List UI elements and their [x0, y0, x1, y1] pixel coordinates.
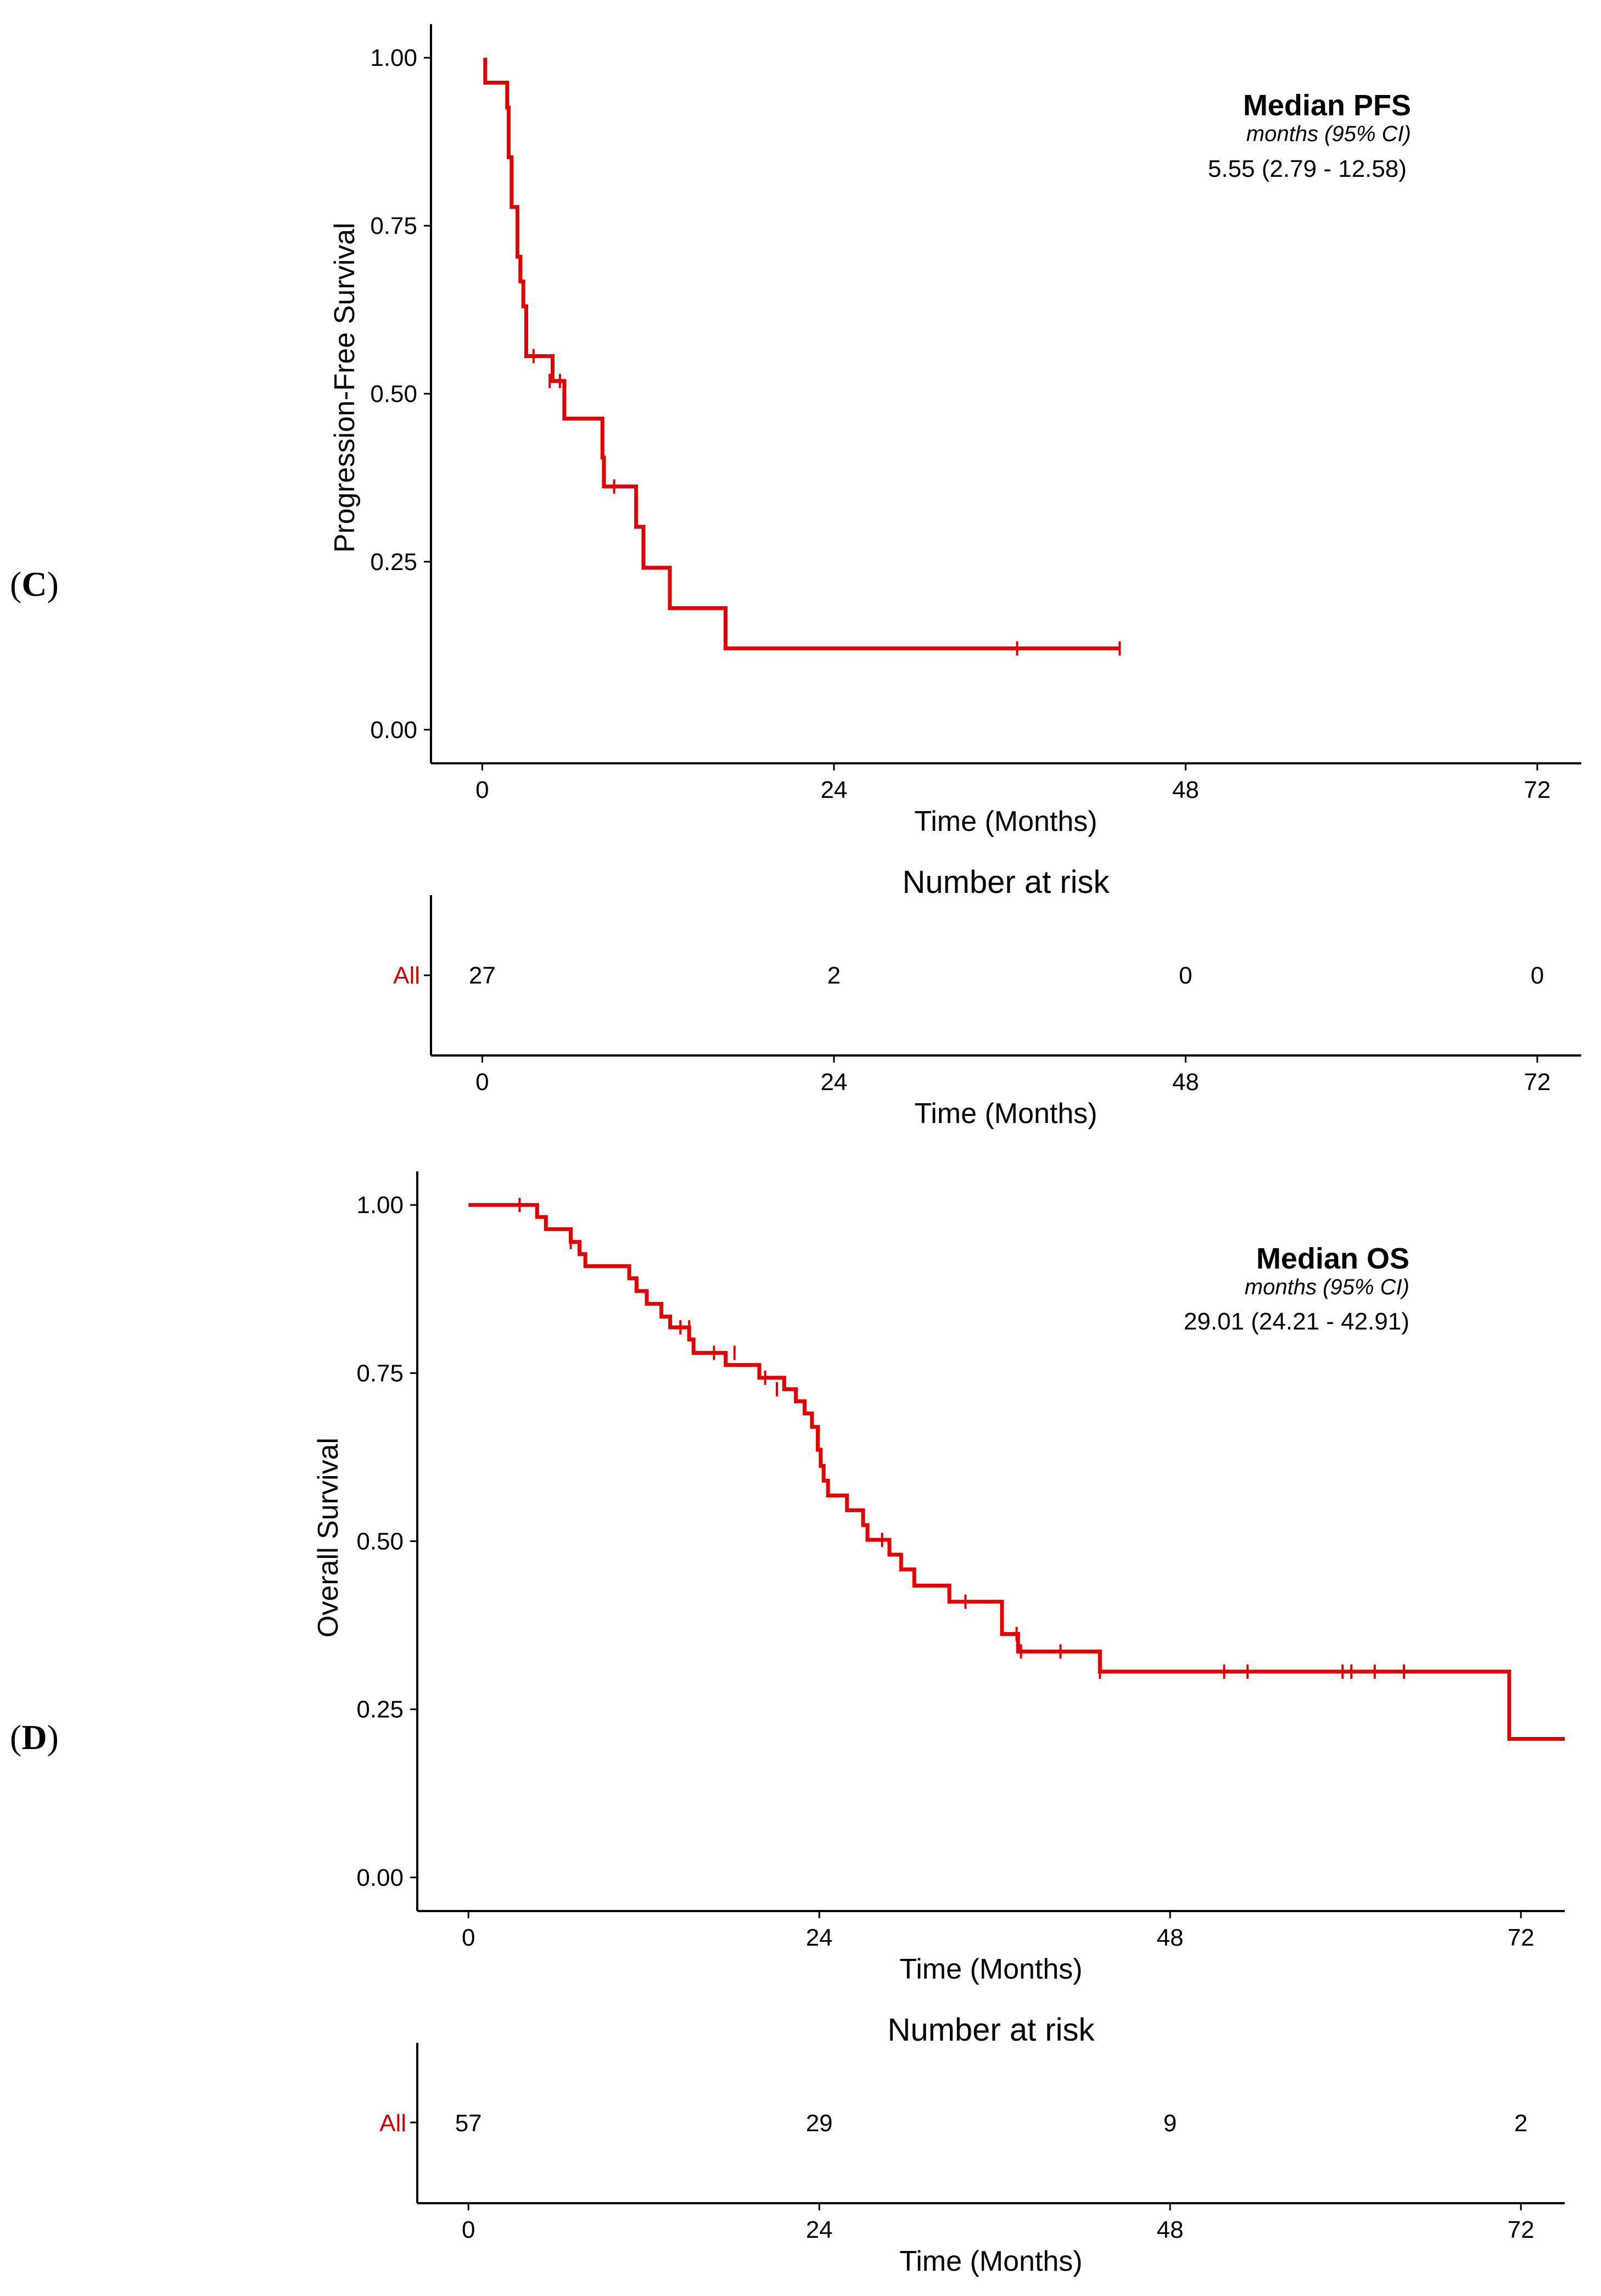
pfs-median-annotation: Median PFS months (95% CI) 5.55 (2.79 - … — [1208, 89, 1411, 182]
os-risk-title: Number at risk — [887, 2012, 1095, 2048]
panel-c: (C) 0 24 48 72 0.00 0.25 0.50 0.75 1.00 Progress… — [10, 24, 1581, 1130]
median-os-subtitle: months (95% CI) — [1245, 1275, 1409, 1299]
os-ticks: 0 24 48 72 0.00 0.25 0.50 0.75 1.00 — [356, 1192, 1534, 1951]
median-os-value: 29.01 (24.21 - 42.91) — [1184, 1308, 1409, 1335]
os-curve-group — [468, 1198, 1565, 1741]
os-x-tick-label: 24 — [806, 1924, 833, 1951]
pfs-risk-count: 2 — [827, 962, 841, 989]
pfs-y-tick-label: 1.00 — [370, 44, 417, 71]
os-y-tick-label: 0.25 — [356, 1696, 404, 1723]
pfs-risk-x-axis-title: Time (Months) — [914, 1098, 1097, 1130]
os-risk-counts: 57 29 9 2 — [455, 2110, 1528, 2137]
panel-c-label: (C) — [10, 565, 59, 604]
pfs-x-tick-label: 0 — [475, 776, 489, 803]
os-risk-count: 57 — [455, 2110, 482, 2137]
os-risk-x-tick-label: 0 — [462, 2216, 475, 2243]
os-risk-ticks: 0 24 48 72 — [462, 2203, 1535, 2243]
os-survival-curve — [468, 1203, 1565, 1741]
os-x-tick-label: 48 — [1157, 1924, 1184, 1951]
pfs-plot: 0 24 48 72 0.00 0.25 0.50 0.75 1.00 Progression-… — [329, 24, 1581, 837]
panel-d: (D) 0 24 48 72 0.00 0.25 0.50 0.75 1.00 Overall … — [10, 1171, 1565, 2277]
os-risk-x-tick-label: 48 — [1157, 2216, 1184, 2243]
median-pfs-value: 5.55 (2.79 - 12.58) — [1208, 155, 1407, 182]
pfs-y-tick-label: 0.25 — [370, 549, 417, 576]
pfs-risk-x-tick-label: 24 — [820, 1069, 847, 1096]
os-y-tick-label: 1.00 — [356, 1192, 404, 1219]
os-risk-x-tick-label: 24 — [806, 2216, 833, 2243]
os-y-tick-label: 0.75 — [356, 1360, 404, 1387]
os-risk-count: 2 — [1514, 2110, 1527, 2137]
pfs-y-tick-label: 0.75 — [370, 213, 417, 239]
pfs-risk-table: Number at risk All 27 2 0 0 0 24 48 72 Time (M… — [393, 864, 1581, 1130]
os-risk-strata-label: All — [379, 2110, 406, 2137]
pfs-risk-count: 27 — [469, 962, 496, 989]
pfs-curve-group — [483, 58, 1121, 656]
pfs-x-axis-title: Time (Months) — [914, 806, 1097, 837]
os-y-tick-label: 0.00 — [356, 1864, 404, 1891]
pfs-y-tick-label: 0.00 — [370, 717, 417, 744]
pfs-x-tick-label: 24 — [820, 776, 847, 803]
os-median-annotation: Median OS months (95% CI) 29.01 (24.21 -… — [1184, 1242, 1409, 1335]
os-risk-table: Number at risk All 57 29 9 2 0 24 48 72 Time (… — [379, 2012, 1565, 2277]
os-risk-count: 9 — [1163, 2110, 1177, 2137]
os-x-tick-label: 72 — [1508, 1924, 1535, 1951]
median-os-title: Median OS — [1256, 1242, 1409, 1275]
pfs-risk-count: 0 — [1531, 962, 1544, 989]
median-pfs-subtitle: months (95% CI) — [1246, 122, 1411, 146]
median-pfs-title: Median PFS — [1243, 89, 1411, 122]
pfs-x-tick-label: 72 — [1524, 776, 1550, 803]
os-risk-x-axis-title: Time (Months) — [899, 2245, 1082, 2277]
os-y-tick-label: 0.50 — [356, 1528, 404, 1555]
pfs-x-tick-label: 48 — [1172, 776, 1199, 803]
pfs-risk-x-tick-label: 0 — [475, 1069, 489, 1096]
pfs-risk-x-tick-label: 48 — [1172, 1069, 1199, 1096]
os-risk-count: 29 — [806, 2110, 833, 2137]
pfs-risk-strata-label: All — [393, 962, 420, 989]
pfs-ticks: 0 24 48 72 0.00 0.25 0.50 0.75 1.00 — [370, 44, 1550, 803]
os-risk-x-tick-label: 72 — [1508, 2216, 1535, 2243]
pfs-risk-counts: 27 2 0 0 — [469, 962, 1544, 989]
pfs-risk-x-tick-label: 72 — [1524, 1069, 1550, 1096]
pfs-survival-curve — [483, 58, 1120, 651]
pfs-risk-title: Number at risk — [902, 864, 1110, 900]
pfs-risk-count: 0 — [1179, 962, 1192, 989]
pfs-y-axis-title: Progression-Free Survival — [329, 222, 361, 552]
os-plot: 0 24 48 72 0.00 0.25 0.50 0.75 1.00 Overall Surv… — [312, 1171, 1565, 1985]
panel-d-label: (D) — [10, 1718, 59, 1757]
os-x-axis-title: Time (Months) — [899, 1953, 1082, 1985]
os-x-tick-label: 0 — [462, 1924, 475, 1951]
os-y-axis-title: Overall Survival — [312, 1438, 344, 1638]
pfs-y-tick-label: 0.50 — [370, 381, 417, 407]
pfs-risk-ticks: 0 24 48 72 — [475, 1055, 1550, 1096]
